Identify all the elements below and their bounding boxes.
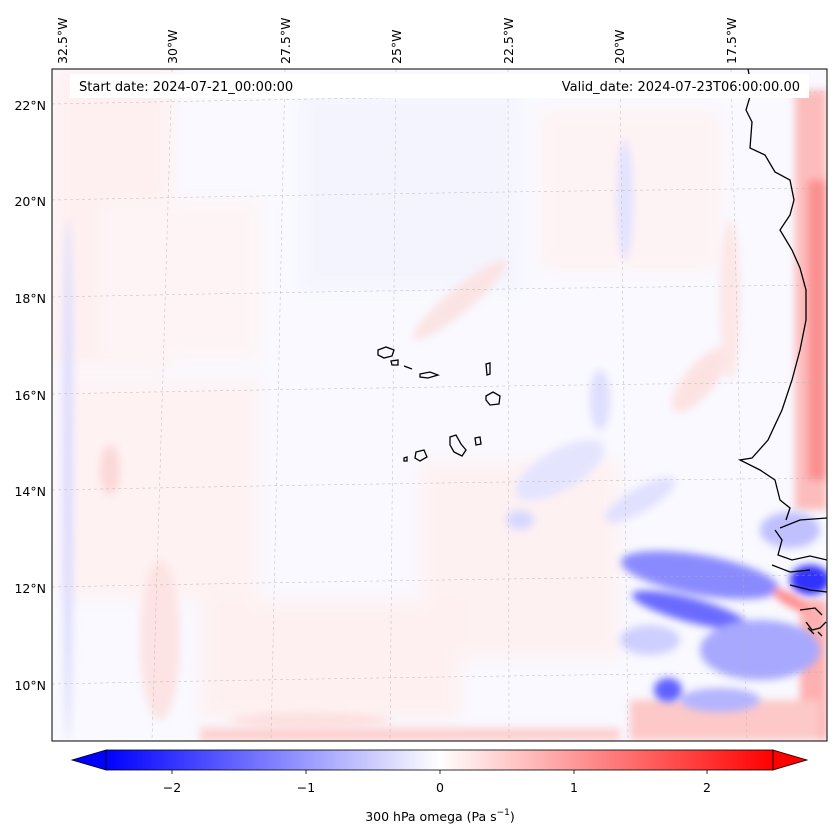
cape-verde-sao-vicente [390, 359, 399, 366]
map-panel: Start date: 2024-07-21_00:00:00 Valid_da… [51, 68, 828, 742]
map-frame [51, 68, 828, 742]
graticule [52, 69, 827, 741]
colorbar-body [105, 749, 774, 771]
start-date-label: Start date: 2024-07-21_00:00:00 [79, 80, 293, 95]
lon-label: 17.5°W [724, 18, 739, 64]
cape-verde-boa-vista [485, 391, 501, 406]
colorbar-tick: −1 [297, 780, 315, 795]
colorbar-tick: 1 [570, 780, 578, 795]
lat-label: 16°N [14, 388, 46, 403]
lon-label: 27.5°W [278, 18, 293, 64]
valid-date-label: Valid_date: 2024-07-23T06:00:00.00 [562, 80, 800, 95]
cape-verde-sal [485, 362, 491, 376]
colorbar-extend-min [70, 749, 107, 771]
lon-label: 25°W [389, 29, 404, 64]
cape-verde-brava [403, 456, 408, 462]
colorbar-tick: 0 [436, 780, 444, 795]
lat-label: 20°N [14, 194, 46, 209]
colorbar-extend-max [772, 749, 809, 771]
cape-verde-santiago [449, 434, 467, 457]
coastlines [377, 69, 827, 637]
date-header-background [70, 74, 809, 98]
colorbar-label-exponent: −1 [497, 808, 510, 818]
lon-label: 32.5°W [55, 18, 70, 64]
omega-field [52, 69, 827, 741]
latitude-labels: 22°N 20°N 18°N 16°N 14°N 12°N 10°N [14, 98, 46, 693]
colorbar: −2 −1 0 1 2 300 hPa omega (Pa s−1) [70, 749, 809, 824]
colorbar-tick: −2 [163, 780, 181, 795]
lat-label: 12°N [14, 581, 46, 596]
lat-label: 18°N [14, 291, 46, 306]
cape-verde-fogo [414, 449, 428, 462]
longitude-labels: 32.5°W 30°W 27.5°W 25°W 22.5°W 20°W 17.5… [55, 18, 739, 64]
lat-label: 14°N [14, 484, 46, 499]
lat-label: 10°N [14, 678, 46, 693]
lon-label: 30°W [165, 29, 180, 64]
cape-verde-maio [474, 436, 482, 446]
lon-label: 22.5°W [501, 18, 516, 64]
colorbar-label-suffix: ) [510, 809, 515, 824]
lon-label: 20°W [612, 29, 627, 64]
colorbar-tick: 2 [703, 780, 711, 795]
lat-label: 22°N [14, 98, 46, 113]
bissagos-islands [807, 627, 823, 637]
colorbar-label: 300 hPa omega (Pa s−1) [365, 808, 515, 824]
colorbar-label-prefix: 300 hPa omega (Pa s [365, 809, 496, 824]
africa-coast-south [771, 517, 827, 631]
africa-coast-north [737, 69, 807, 521]
cape-verde-sao-nicolau [403, 365, 441, 379]
cape-verde-santo-antao [377, 346, 395, 359]
